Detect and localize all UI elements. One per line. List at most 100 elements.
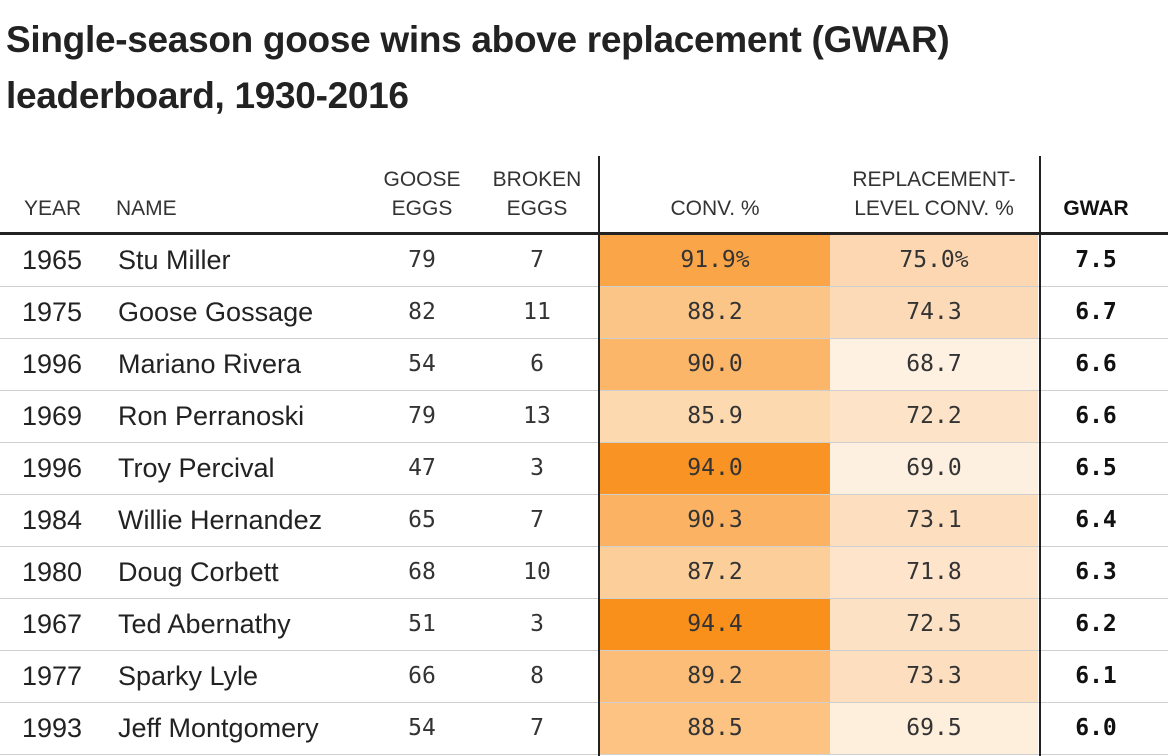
conv-shade xyxy=(600,703,830,754)
broken-eggs-cell: 6 xyxy=(530,351,544,377)
name-cell: Doug Corbett xyxy=(118,557,279,587)
year-cell: 1980 xyxy=(22,557,83,587)
gwar-cell: 6.0 xyxy=(1075,715,1117,741)
conv-shade xyxy=(600,443,830,494)
replacement-conv-cell: 74.3 xyxy=(906,299,962,325)
replacement-conv-cell: 75.0% xyxy=(899,247,969,273)
name-cell: Stu Miller xyxy=(118,245,231,275)
header-gwar: GWAR xyxy=(1063,197,1129,220)
replacement-conv-cell: 72.5 xyxy=(906,611,962,637)
goose-eggs-cell: 68 xyxy=(408,559,436,585)
conv-cell: 85.9 xyxy=(687,403,743,429)
name-cell: Mariano Rivera xyxy=(118,349,302,379)
broken-eggs-cell: 11 xyxy=(523,299,551,325)
goose-eggs-cell: 82 xyxy=(408,299,436,325)
conv-shade xyxy=(600,287,830,338)
gwar-cell: 6.6 xyxy=(1075,403,1117,429)
conv-cell: 91.9% xyxy=(680,247,750,273)
header-goose-eggs-line2: EGGS xyxy=(391,197,453,220)
replacement-conv-cell: 72.2 xyxy=(906,403,962,429)
header-year: YEAR xyxy=(24,197,82,220)
conv-shade xyxy=(600,651,830,702)
header-goose-eggs-line1: GOOSE xyxy=(383,168,461,191)
table-header: YEAR NAME GOOSE EGGS BROKEN EGGS CONV. %… xyxy=(0,156,1168,235)
year-cell: 1977 xyxy=(22,661,83,691)
table-row: 1984 Willie Hernandez 65 7 90.3 73.1 6.4 xyxy=(0,495,1168,547)
divider-right xyxy=(1039,156,1041,756)
name-cell: Willie Hernandez xyxy=(118,505,323,535)
year-cell: 1984 xyxy=(22,505,83,535)
header-broken-eggs: BROKEN EGGS xyxy=(482,165,592,223)
header-broken-eggs-line2: EGGS xyxy=(506,197,568,220)
conv-shade xyxy=(600,495,830,546)
year-cell: 1967 xyxy=(22,609,83,639)
year-cell: 1996 xyxy=(22,453,83,483)
year-cell: 1975 xyxy=(22,297,83,327)
goose-eggs-cell: 79 xyxy=(408,247,436,273)
broken-eggs-cell: 8 xyxy=(530,663,544,689)
broken-eggs-cell: 7 xyxy=(530,507,544,533)
conv-cell: 88.2 xyxy=(687,299,743,325)
header-goose-eggs: GOOSE EGGS xyxy=(372,165,472,223)
conv-cell: 90.0 xyxy=(687,351,743,377)
table-row: 1996 Mariano Rivera 54 6 90.0 68.7 6.6 xyxy=(0,339,1168,391)
replacement-conv-shade xyxy=(830,443,1038,494)
replacement-conv-shade xyxy=(830,339,1038,390)
replacement-conv-shade xyxy=(830,287,1038,338)
goose-eggs-cell: 66 xyxy=(408,663,436,689)
conv-shade xyxy=(600,391,830,442)
broken-eggs-cell: 10 xyxy=(523,559,551,585)
table-row: 1980 Doug Corbett 68 10 87.2 71.8 6.3 xyxy=(0,547,1168,599)
replacement-conv-cell: 73.1 xyxy=(906,507,962,533)
table-row: 1967 Ted Abernathy 51 3 94.4 72.5 6.2 xyxy=(0,599,1168,651)
replacement-conv-cell: 71.8 xyxy=(906,559,962,585)
chart-title: Single-season goose wins above replaceme… xyxy=(6,19,950,116)
header-name: NAME xyxy=(116,197,177,220)
broken-eggs-cell: 13 xyxy=(523,403,551,429)
year-cell: 1965 xyxy=(22,245,83,275)
table-row: 1996 Troy Percival 47 3 94.0 69.0 6.5 xyxy=(0,443,1168,495)
goose-eggs-cell: 47 xyxy=(408,455,436,481)
replacement-conv-shade xyxy=(830,703,1038,754)
broken-eggs-cell: 3 xyxy=(530,455,544,481)
gwar-cell: 6.2 xyxy=(1075,611,1117,637)
replacement-conv-cell: 68.7 xyxy=(906,351,962,377)
year-cell: 1993 xyxy=(22,713,83,743)
header-replacement-conv: REPLACEMENT- LEVEL CONV. % xyxy=(830,165,1038,223)
replacement-conv-shade xyxy=(830,391,1038,442)
broken-eggs-cell: 7 xyxy=(530,715,544,741)
gwar-cell: 7.5 xyxy=(1075,247,1117,273)
table-row: 1969 Ron Perranoski 79 13 85.9 72.2 6.6 xyxy=(0,391,1168,443)
goose-eggs-cell: 54 xyxy=(408,715,436,741)
gwar-cell: 6.4 xyxy=(1075,507,1117,533)
divider-left xyxy=(598,156,600,756)
gwar-cell: 6.7 xyxy=(1075,299,1117,325)
year-cell: 1996 xyxy=(22,349,83,379)
conv-shade xyxy=(600,547,830,598)
replacement-conv-shade xyxy=(830,235,1038,286)
table-row: 1977 Sparky Lyle 66 8 89.2 73.3 6.1 xyxy=(0,651,1168,703)
gwar-cell: 6.5 xyxy=(1075,455,1117,481)
goose-eggs-cell: 65 xyxy=(408,507,436,533)
header-replacement-line1: REPLACEMENT- xyxy=(852,168,1016,191)
table-row: 1993 Jeff Montgomery 54 7 88.5 69.5 6.0 xyxy=(0,703,1168,755)
name-cell: Goose Gossage xyxy=(118,297,314,327)
conv-cell: 89.2 xyxy=(687,663,743,689)
header-conv: CONV. % xyxy=(670,197,760,220)
goose-eggs-cell: 54 xyxy=(408,351,436,377)
conv-shade xyxy=(600,599,830,650)
replacement-conv-shade xyxy=(830,547,1038,598)
conv-cell: 94.4 xyxy=(687,611,743,637)
gwar-cell: 6.6 xyxy=(1075,351,1117,377)
conv-cell: 88.5 xyxy=(687,715,743,741)
replacement-conv-cell: 69.5 xyxy=(906,715,962,741)
broken-eggs-cell: 3 xyxy=(530,611,544,637)
broken-eggs-cell: 7 xyxy=(530,247,544,273)
table-row: 1965 Stu Miller 79 7 91.9% 75.0% 7.5 xyxy=(0,235,1168,287)
name-cell: Sparky Lyle xyxy=(118,661,259,691)
year-cell: 1969 xyxy=(22,401,83,431)
conv-shade xyxy=(600,235,830,286)
goose-eggs-cell: 51 xyxy=(408,611,436,637)
replacement-conv-shade xyxy=(830,651,1038,702)
conv-cell: 94.0 xyxy=(687,455,743,481)
